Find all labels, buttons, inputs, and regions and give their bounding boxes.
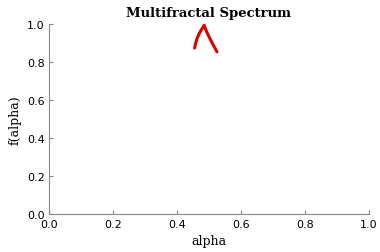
Title: Multifractal Spectrum: Multifractal Spectrum [127, 7, 291, 20]
X-axis label: alpha: alpha [192, 235, 226, 247]
Y-axis label: f(alpha): f(alpha) [8, 95, 21, 144]
